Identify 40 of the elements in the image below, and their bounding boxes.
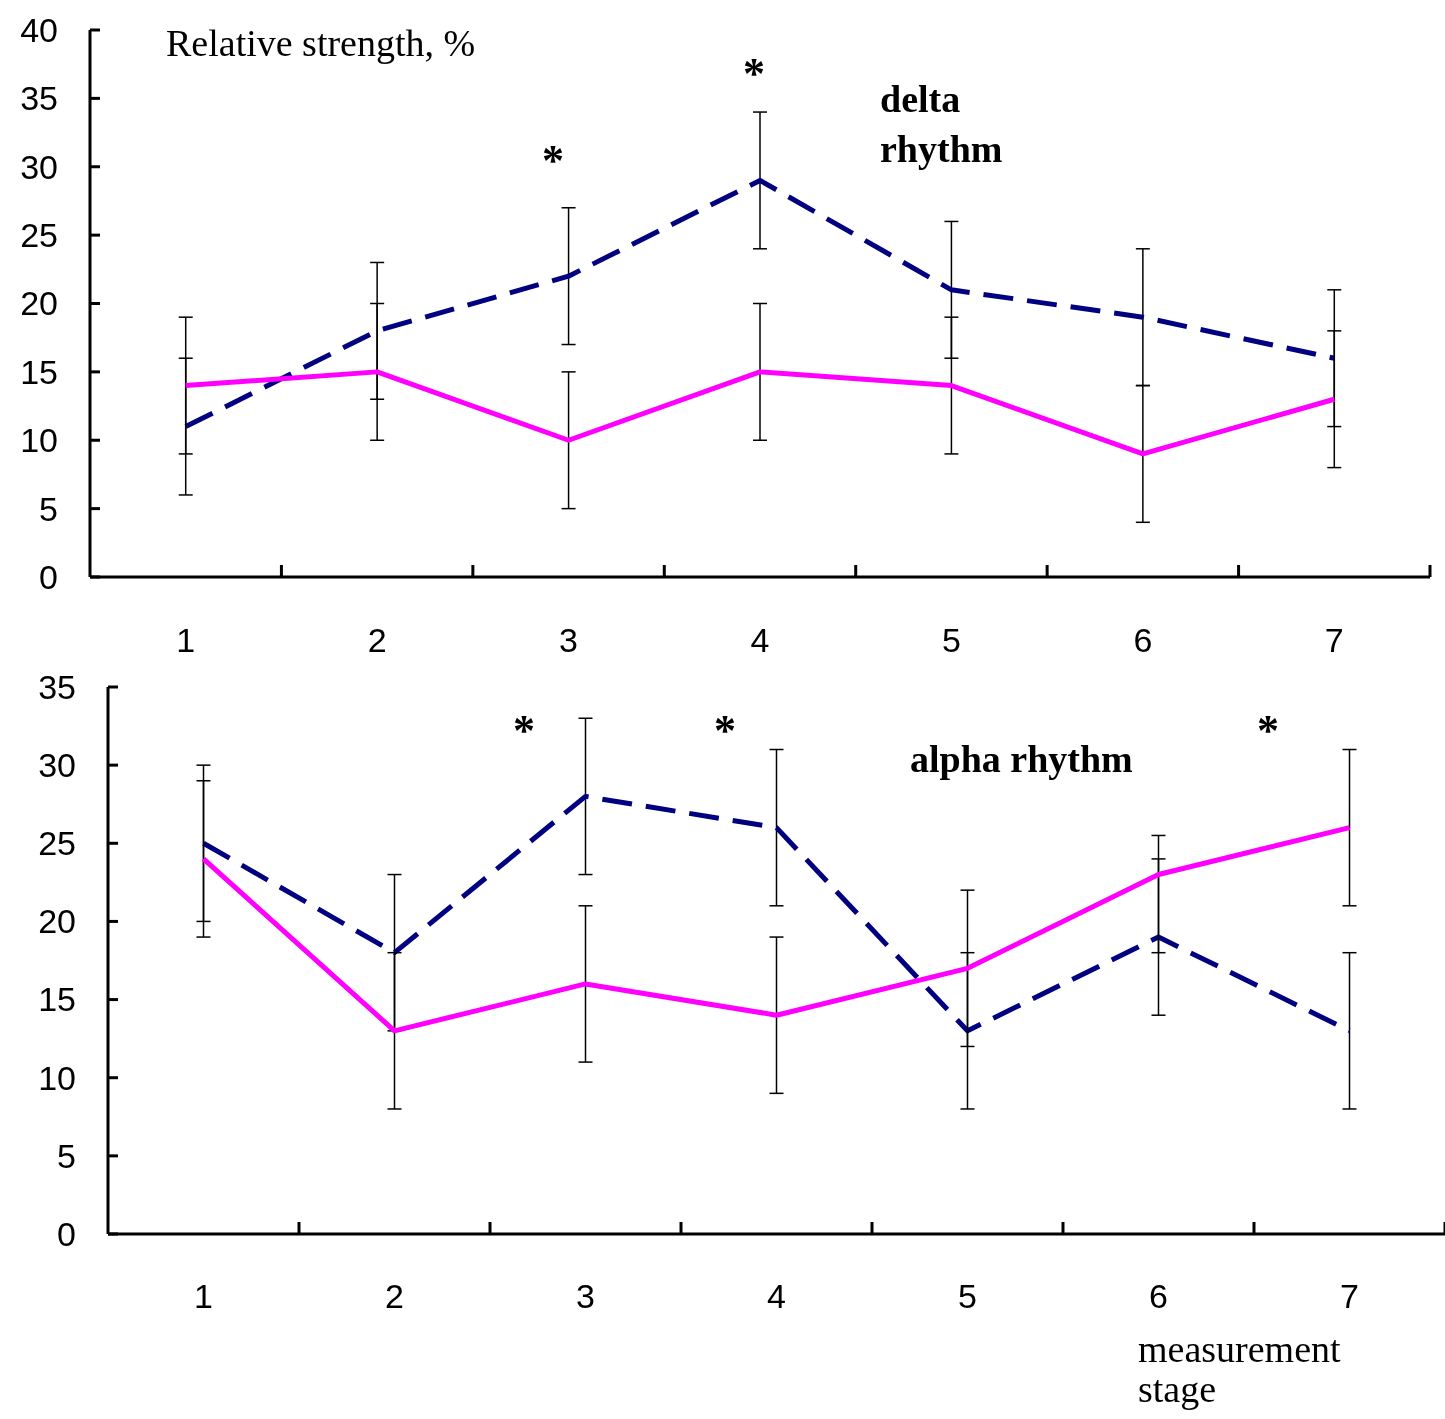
y-tick-label: 0 <box>57 1214 76 1253</box>
y-tick-label: 5 <box>39 489 58 528</box>
y-tick-label: 15 <box>38 980 76 1019</box>
x-tick-label: 6 <box>1133 621 1153 659</box>
y-tick-label: 15 <box>20 352 58 391</box>
y-tick-label: 35 <box>20 79 58 118</box>
y-tick-label: 25 <box>38 824 76 863</box>
x-tick-label: 2 <box>385 1277 404 1315</box>
y-tick-label: 5 <box>57 1136 76 1175</box>
x-tick-label: 7 <box>1324 621 1344 659</box>
x-tick-label: 1 <box>176 621 196 659</box>
y-axis-title: Relative strength, % <box>166 22 476 64</box>
annotation: * <box>1257 706 1279 755</box>
x-tick-label: 4 <box>750 621 770 659</box>
y-tick-label: 20 <box>20 284 58 323</box>
x-tick-label: 5 <box>958 1277 977 1315</box>
y-tick-label: 40 <box>20 10 58 49</box>
y-tick-label: 35 <box>38 667 76 706</box>
x-tick-label: 5 <box>941 621 961 659</box>
x-tick-label: 6 <box>1149 1277 1168 1315</box>
y-tick-label: 0 <box>39 557 58 596</box>
y-tick-label: 10 <box>20 421 58 460</box>
x-tick-label: 1 <box>194 1277 213 1315</box>
x-tick-label: 7 <box>1340 1277 1359 1315</box>
x-tick-label: 3 <box>576 1277 595 1315</box>
y-tick-label: 25 <box>20 216 58 255</box>
annotation: delta rhythm <box>880 78 1003 170</box>
x-tick-label: 4 <box>767 1277 786 1315</box>
y-tick-label: 20 <box>38 902 76 941</box>
annotation: * <box>542 136 564 185</box>
x-axis-title: measurement stage <box>1138 1328 1342 1410</box>
y-tick-label: 30 <box>20 147 58 186</box>
annotation: alpha rhythm <box>910 738 1133 780</box>
x-tick-label: 3 <box>559 621 579 659</box>
annotation: * <box>714 706 736 755</box>
annotation: * <box>743 49 765 98</box>
y-tick-label: 30 <box>38 746 76 785</box>
x-tick-label: 2 <box>367 621 387 659</box>
annotation: * <box>513 706 535 755</box>
y-tick-label: 10 <box>38 1058 76 1097</box>
